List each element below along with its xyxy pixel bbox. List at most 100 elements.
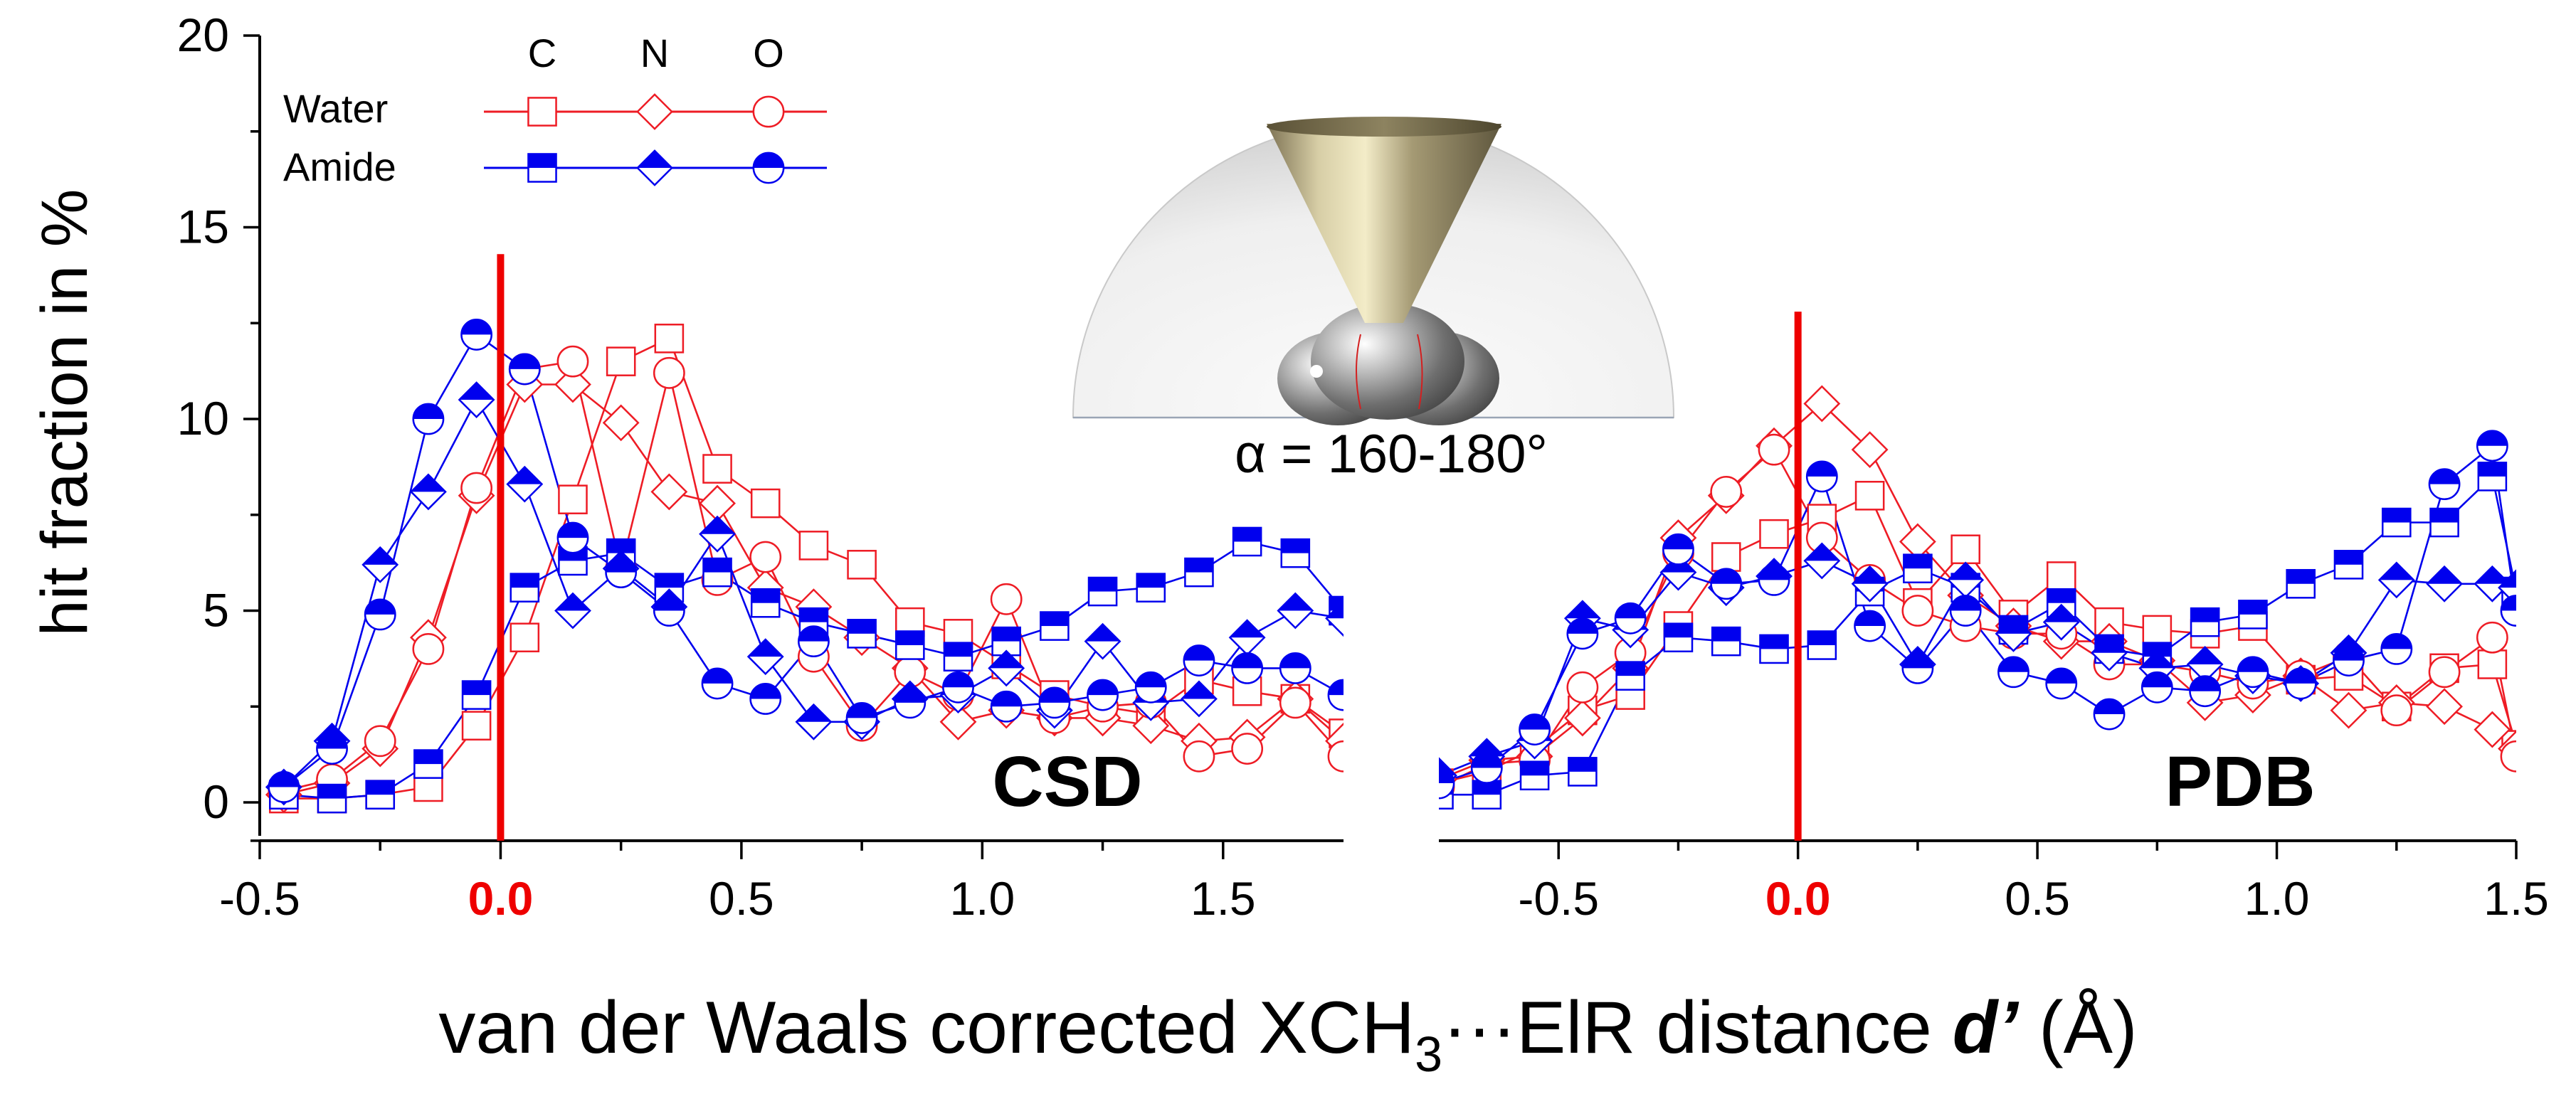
- panel-csd-amide-c-point-8-fill: [655, 573, 683, 588]
- panel-pdb-amide-c-point-20-fill: [2382, 508, 2411, 523]
- panel-csd-water-o-point-4-outline: [460, 472, 493, 504]
- panel-pdb-amide-o-point-6: [1710, 568, 1743, 600]
- panel-pdb-x-ticks: [1557, 840, 2518, 859]
- panel-pdb-amide-o-point-18: [2284, 667, 2317, 700]
- panel-pdb-water-o-point-10: [1901, 595, 1934, 627]
- panel-csd-amide-o-point-20-fill: [1232, 653, 1262, 669]
- y-tick-label-0: 0: [203, 775, 229, 828]
- panel-csd-amide-o-point-8-fill: [654, 595, 685, 611]
- panel-csd-amide-n-point-11-fill: [796, 704, 831, 722]
- panel-csd-amide-n-point-9: [699, 515, 736, 553]
- panel-csd-amide-n-point-19-fill: [1181, 681, 1217, 699]
- y-axis: 0 5 10 15 20 hit fraction in %: [28, 9, 261, 842]
- panel-csd-amide-c-point-9: [702, 557, 732, 588]
- panel-csd-water-c-point-7-outline: [606, 346, 636, 376]
- panel-pdb-amide-o-point-8: [1805, 460, 1838, 493]
- panel-pdb-amide-c-point-17: [2238, 600, 2268, 630]
- panel-csd-water-o-point-20-outline: [1231, 733, 1264, 765]
- panel-pdb-water-c-point-15-outline: [2142, 615, 2173, 645]
- panel-pdb-water-o-point-23-outline: [2500, 740, 2516, 773]
- panel-csd-water-n-point-14-outline: [939, 703, 977, 740]
- panel-pdb-amide-o-point-10: [1901, 652, 1934, 684]
- panel-csd-amide-o-point-15-fill: [991, 691, 1022, 707]
- panel-pdb-amide-n-point-1-fill: [1469, 739, 1504, 757]
- panel-csd-amide-o-point-22-fill: [1328, 679, 1344, 696]
- panel-csd-amide-o-point-3: [412, 403, 445, 435]
- panel-pdb-amide-o-point-15-fill: [2142, 672, 2173, 688]
- panel-csd-amide-o-point-11: [798, 625, 830, 658]
- panel-csd-amide-c-point-21: [1280, 538, 1311, 568]
- panel-csd-x-tick-label-1: 0.0: [468, 872, 534, 925]
- panel-csd-amide-c-point-10-fill: [751, 589, 780, 603]
- panel-csd-water-o-point-15: [990, 583, 1023, 615]
- panel-pdb-amide-o-point-2: [1519, 713, 1551, 745]
- panel-pdb-amide-n-point-8: [1803, 542, 1841, 580]
- panel-csd-water-o-point-21-outline: [1279, 686, 1311, 719]
- panel-pdb-amide-o-point-13-fill: [2046, 668, 2076, 684]
- panel-csd-amide-c-point-13: [895, 630, 925, 660]
- panel-pdb-water-o-point-3: [1566, 671, 1599, 704]
- panel-csd-amide-n-point-4: [458, 381, 495, 418]
- panel-csd-water-o-point-4: [460, 472, 493, 504]
- panel-csd-amide-c-point-1-fill: [317, 785, 347, 799]
- panel-csd-amide-c-point-14-fill: [944, 642, 973, 657]
- panel-pdb-amide-o-point-16: [2189, 675, 2222, 708]
- panel-csd-water-c-point-9: [702, 454, 732, 484]
- panel-csd-amide-c-markers: [269, 526, 1344, 814]
- x-axis-label-prefix: van der Waals corrected XCH: [438, 987, 1415, 1069]
- molecule-highlight: [1310, 365, 1323, 378]
- panel-pdb-amide-n-point-9: [1851, 565, 1889, 602]
- panel-pdb-amide-o-point-3-fill: [1567, 618, 1598, 634]
- panel-csd-amide-o-point-19-fill: [1183, 645, 1215, 661]
- panel-pdb-amide-o-point-0-fill: [1439, 768, 1455, 784]
- panel-csd-water-o-point-6-outline: [556, 345, 589, 378]
- panel-csd-amide-o-point-22: [1327, 679, 1344, 711]
- panel-csd-amide-c-point-4: [461, 680, 492, 710]
- panel-pdb-amide-c-point-19-fill: [2334, 551, 2363, 565]
- panel-pdb-amide-o-point-12-fill: [1998, 657, 2029, 672]
- panel-csd-water-c-point-10: [750, 488, 781, 519]
- panel-csd-amide-o-point-0-fill: [268, 772, 300, 787]
- panel-csd-amide-o-point-10-fill: [750, 684, 781, 699]
- y-tick-label-15: 15: [177, 201, 229, 253]
- panel-csd-water-o-point-2-outline: [364, 725, 396, 758]
- panel-pdb-amide-o-point-8-fill: [1807, 461, 1837, 477]
- panel-pdb-water-n-point-22: [2474, 711, 2511, 748]
- panel-pdb-amide-c-point-6-fill: [1712, 627, 1741, 642]
- legend-amide-circle-marker-fill: [753, 152, 784, 168]
- panel-csd-amide-n-point-19: [1181, 680, 1218, 718]
- panel-pdb-amide-c-point-8: [1807, 630, 1837, 660]
- panel-csd-amide-o-point-1: [316, 733, 348, 765]
- panel-pdb-amide-o-point-20-fill: [2381, 634, 2412, 649]
- panel-pdb-water-c-point-13-outline: [2046, 561, 2076, 591]
- panel-csd-amide-o-markers: [268, 319, 1344, 803]
- panel-pdb-x-tick-label-4: 1.5: [2483, 872, 2549, 925]
- legend-markers: [484, 93, 827, 186]
- panel-csd-amide-c-point-16-fill: [1040, 612, 1069, 627]
- panel-csd-amide-c-point-7-fill: [607, 539, 635, 553]
- panel-pdb-amide-o-point-12: [1997, 656, 2029, 689]
- panel-csd-water-c-point-11-outline: [798, 531, 829, 561]
- panel-pdb-amide-c-point-3-fill: [1568, 758, 1597, 772]
- panel-pdb-amide-n-point-11-fill: [1948, 563, 1983, 580]
- panel-csd-amide-n-point-2-fill: [363, 547, 398, 565]
- panel-pdb-water-n-point-21: [2426, 688, 2463, 726]
- panel-pdb-amide-c-point-21: [2429, 507, 2459, 538]
- panel-pdb-amide-c-point-5-fill: [1664, 623, 1692, 638]
- panel-csd-water-o-point-2: [364, 725, 396, 758]
- panel-csd-amide-n-point-22-fill: [1326, 601, 1344, 619]
- panel-pdb-amide-c-point-13: [2046, 588, 2076, 618]
- panel-csd-amide-o-point-0: [268, 771, 300, 803]
- panel-pdb-amide-n-point-8-fill: [1805, 543, 1839, 561]
- panel-pdb-amide-n-point-15-fill: [2140, 651, 2175, 669]
- panel-csd-water-c-point-12-outline: [847, 550, 877, 580]
- panel-csd-water-c-point-5: [510, 622, 540, 653]
- panel-pdb-water-n-point-3-outline: [1563, 699, 1601, 737]
- panel-csd-amide-c-point-5-fill: [510, 573, 539, 588]
- panel-csd-amide-c-point-15-fill: [992, 627, 1020, 642]
- panel-pdb-amide-o-point-10-fill: [1902, 653, 1933, 669]
- panel-pdb-amide-o-point-16-fill: [2190, 676, 2220, 691]
- panel-pdb-amide-o-point-18-fill: [2286, 668, 2316, 684]
- panel-pdb-amide-n-markers: [1439, 542, 2516, 795]
